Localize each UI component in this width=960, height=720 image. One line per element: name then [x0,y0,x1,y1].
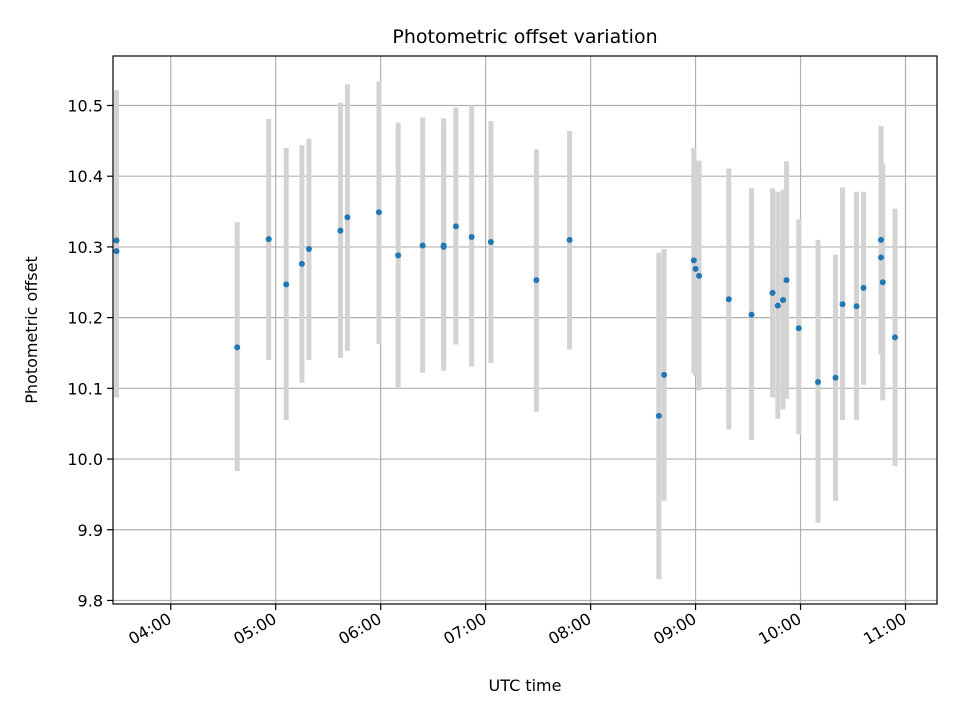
data-point [440,242,447,249]
data-point [234,344,241,351]
data-point [783,277,790,284]
data-point [419,242,426,249]
data-point [487,238,494,245]
data-points [113,209,899,419]
y-tick-label: 10.3 [67,238,103,257]
data-point [860,284,867,291]
data-point [533,277,540,284]
data-point [375,209,382,216]
data-point [265,236,272,243]
y-tick-label: 9.8 [78,591,103,610]
x-axis-label: UTC time [489,676,562,695]
chart-title: Photometric offset variation [392,26,657,48]
data-point [690,257,697,264]
data-point [696,272,703,279]
data-point [566,236,573,243]
y-axis: 9.8 9.9 10.0 10.1 10.2 10.3 10.4 10.5 [67,96,113,610]
data-point [452,223,459,230]
data-point [839,301,846,308]
y-tick-label: 10.0 [67,450,103,469]
data-point [892,334,899,341]
data-point [344,214,351,221]
data-point [283,281,290,288]
y-tick-label: 10.4 [67,167,103,186]
data-point [780,296,787,303]
data-point [878,254,885,261]
y-axis-label: Photometric offset [22,256,41,404]
data-point [113,248,120,255]
data-point [692,265,699,272]
data-point [298,260,305,267]
data-point [795,325,802,332]
data-point [337,227,344,234]
y-tick-label: 9.9 [78,521,103,540]
data-point [468,234,475,241]
y-tick-label: 10.2 [67,309,103,328]
data-point [725,296,732,303]
data-point [878,236,885,243]
data-point [853,303,860,310]
y-tick-label: 10.1 [67,379,103,398]
data-point [748,311,755,318]
data-point [655,412,662,419]
data-point [774,302,781,309]
data-point [395,252,402,259]
y-tick-label: 10.5 [67,96,103,115]
data-point [769,289,776,296]
data-point [832,374,839,381]
data-point [661,371,668,378]
data-point [113,237,120,244]
plot-frame [112,55,938,605]
data-point [305,246,312,253]
data-point [815,378,822,385]
data-point [879,279,886,286]
